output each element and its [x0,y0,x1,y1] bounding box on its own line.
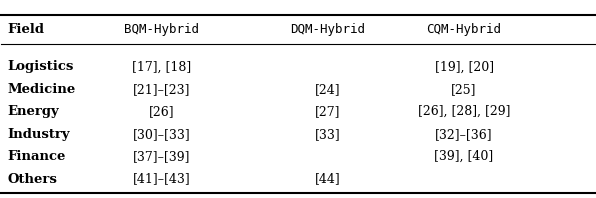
Text: Industry: Industry [7,128,70,141]
Text: Logistics: Logistics [7,60,74,73]
Text: [21]–[23]: [21]–[23] [133,83,190,96]
Text: [17], [18]: [17], [18] [132,60,191,73]
Text: BQM-Hybrid: BQM-Hybrid [124,23,199,36]
Text: [24]: [24] [315,83,340,96]
Text: Finance: Finance [7,150,66,163]
Text: Energy: Energy [7,105,59,118]
Text: [25]: [25] [451,83,477,96]
Text: [30]–[33]: [30]–[33] [133,128,191,141]
Text: [39], [40]: [39], [40] [434,150,493,163]
Text: DQM-Hybrid: DQM-Hybrid [290,23,365,36]
Text: [19], [20]: [19], [20] [434,60,493,73]
Text: [37]–[39]: [37]–[39] [133,150,190,163]
Text: [33]: [33] [315,128,340,141]
Text: CQM-Hybrid: CQM-Hybrid [427,23,502,36]
Text: [41]–[43]: [41]–[43] [133,172,191,186]
Text: [44]: [44] [315,172,340,186]
Text: [26]: [26] [149,105,175,118]
Text: [27]: [27] [315,105,340,118]
Text: Field: Field [7,23,44,36]
Text: [32]–[36]: [32]–[36] [435,128,493,141]
Text: Medicine: Medicine [7,83,76,96]
Text: [26], [28], [29]: [26], [28], [29] [418,105,510,118]
Text: Others: Others [7,172,57,186]
